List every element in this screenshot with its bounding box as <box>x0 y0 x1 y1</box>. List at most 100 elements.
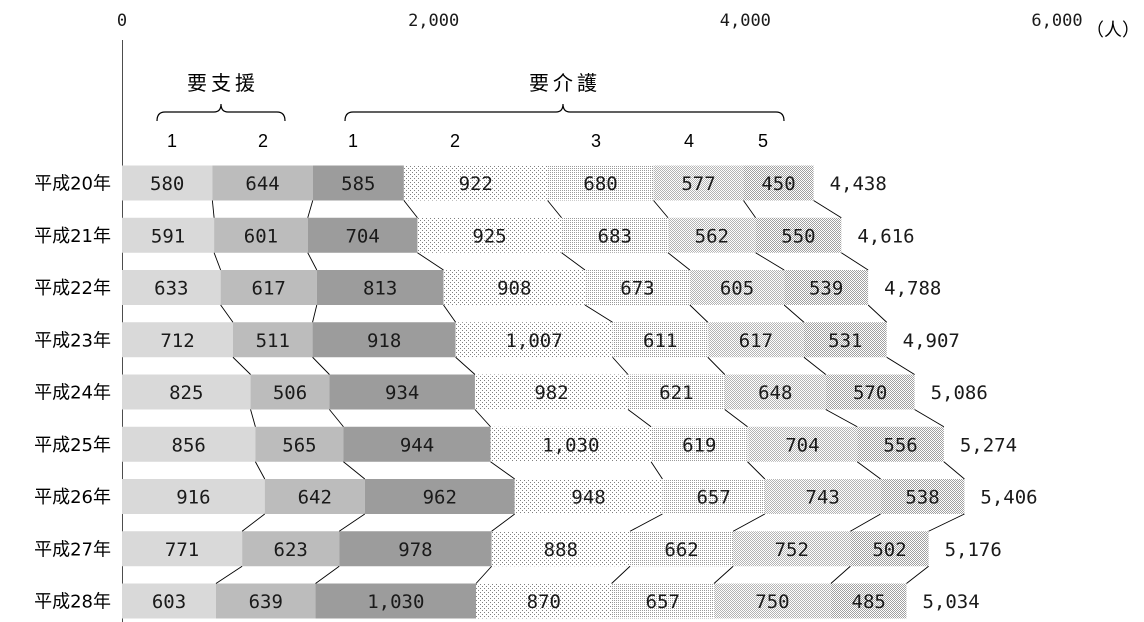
series-line-r1-b5 <box>654 201 668 218</box>
bar-value-label-r9-s7: 485 <box>852 591 886 613</box>
series-line-r4-b6 <box>804 357 826 374</box>
bar-total-label-r2: 4,616 <box>857 225 914 247</box>
series-line-r1-b1 <box>212 201 214 218</box>
row-label-6: 平成25年 <box>34 435 111 456</box>
series-line-r8-b7 <box>906 566 928 583</box>
series-line-r2-b4 <box>562 253 585 270</box>
bar-value-label-r4-s4: 1,007 <box>505 330 562 352</box>
bar-value-label-r7-s1: 916 <box>176 487 210 509</box>
bar-value-label-r6-s5: 619 <box>682 434 716 456</box>
bar-value-label-r9-s4: 870 <box>527 591 561 613</box>
series-line-r5-b4 <box>628 410 651 427</box>
row-label-1: 平成20年 <box>34 174 111 195</box>
series-line-r5-b6 <box>826 410 857 427</box>
series-line-r8-b3 <box>476 566 492 583</box>
bar-value-label-r7-s6: 743 <box>806 487 840 509</box>
series-line-r1-b2 <box>308 201 313 218</box>
bar-value-label-r3-s6: 605 <box>720 278 754 300</box>
series-line-r3-b1 <box>221 305 233 322</box>
series-line-r8-b5 <box>714 566 733 583</box>
series-line-r4-b1 <box>233 357 251 374</box>
series-line-r2-b3 <box>417 253 443 270</box>
bar-value-label-r4-s1: 712 <box>160 330 194 352</box>
series-line-r6-b1 <box>255 462 264 479</box>
series-line-r1-b6 <box>743 201 755 218</box>
series-line-r2-b6 <box>756 253 785 270</box>
bar-value-label-r5-s5: 621 <box>659 382 693 404</box>
bar-value-label-r7-s5: 657 <box>696 487 730 509</box>
bar-value-label-r5-s7: 570 <box>853 382 887 404</box>
group-bracket-shien <box>157 104 285 121</box>
bar-total-label-r7: 5,406 <box>980 487 1037 509</box>
series-name-kaigo-3: 3 <box>591 131 601 151</box>
series-line-r3-b6 <box>784 305 804 322</box>
bar-value-label-r4-s7: 531 <box>828 330 862 352</box>
bar-value-label-r1-s3: 585 <box>341 173 375 195</box>
series-line-r5-b3 <box>475 410 491 427</box>
bar-value-label-r7-s2: 642 <box>298 487 332 509</box>
series-name-kaigo-1: 1 <box>348 131 358 151</box>
bar-value-label-r5-s1: 825 <box>169 382 203 404</box>
series-line-r3-b5 <box>690 305 708 322</box>
series-line-r2-b7 <box>841 253 868 270</box>
series-line-r2-b2 <box>308 253 317 270</box>
bar-value-label-r3-s2: 617 <box>252 278 286 300</box>
x-tick-label-1: 0 <box>117 11 127 31</box>
bar-value-label-r2-s2: 601 <box>244 225 278 247</box>
series-line-r6-b7 <box>944 462 965 479</box>
bar-value-label-r2-s6: 562 <box>695 225 729 247</box>
bar-value-label-r8-s3: 978 <box>398 539 432 561</box>
bar-value-label-r2-s7: 550 <box>781 225 815 247</box>
series-line-r8-b2 <box>316 566 340 583</box>
bar-value-label-r2-s5: 683 <box>598 225 632 247</box>
row-label-8: 平成27年 <box>34 539 111 560</box>
row-label-9: 平成28年 <box>34 592 111 613</box>
series-line-r7-b2 <box>339 514 365 531</box>
series-line-r1-b4 <box>548 201 562 218</box>
x-tick-label-2: 2,000 <box>408 11 459 31</box>
bar-value-label-r3-s7: 539 <box>809 278 843 300</box>
bar-total-label-r1: 4,438 <box>830 173 887 195</box>
series-name-shien-2: 2 <box>258 131 268 151</box>
series-line-r8-b1 <box>216 566 242 583</box>
x-tick-label-3: 4,000 <box>720 11 771 31</box>
series-line-r7-b1 <box>242 514 265 531</box>
bar-value-label-r1-s6: 577 <box>681 173 715 195</box>
bar-value-label-r4-s3: 918 <box>367 330 401 352</box>
bar-value-label-r2-s1: 591 <box>151 225 185 247</box>
series-name-kaigo-5: 5 <box>758 131 768 151</box>
series-line-r3-b2 <box>313 305 317 322</box>
bar-value-label-r9-s3: 1,030 <box>367 591 424 613</box>
bar-value-label-r5-s6: 648 <box>758 382 792 404</box>
series-line-r4-b2 <box>313 357 330 374</box>
bar-value-label-r8-s7: 502 <box>872 539 906 561</box>
bar-value-label-r6-s2: 565 <box>282 434 316 456</box>
bar-value-label-r5-s2: 506 <box>273 382 307 404</box>
series-line-r7-b7 <box>929 514 965 531</box>
bar-value-label-r4-s6: 617 <box>739 330 773 352</box>
series-line-r6-b3 <box>491 462 515 479</box>
bar-value-label-r3-s3: 813 <box>363 278 397 300</box>
bar-value-label-r7-s4: 948 <box>571 487 605 509</box>
bar-value-label-r8-s4: 888 <box>544 539 578 561</box>
bar-value-label-r8-s2: 623 <box>274 539 308 561</box>
bar-value-label-r9-s6: 750 <box>755 591 789 613</box>
series-name-kaigo-4: 4 <box>684 131 694 151</box>
series-line-r7-b6 <box>850 514 880 531</box>
series-line-r7-b4 <box>630 514 662 531</box>
bar-value-label-r6-s3: 944 <box>400 434 434 456</box>
group-bracket-kaigo <box>345 104 784 121</box>
series-line-r6-b2 <box>343 462 364 479</box>
bar-value-label-r1-s4: 922 <box>459 173 493 195</box>
bar-total-label-r5: 5,086 <box>931 382 988 404</box>
series-line-r2-b1 <box>214 253 221 270</box>
bar-value-label-r6-s1: 856 <box>172 434 206 456</box>
series-line-r5-b7 <box>915 410 944 427</box>
bar-value-label-r1-s5: 680 <box>583 173 617 195</box>
group-label-shien: 要支援 <box>187 71 259 95</box>
bar-value-label-r9-s5: 657 <box>646 591 680 613</box>
series-line-r1-b3 <box>404 201 418 218</box>
bar-value-label-r5-s3: 934 <box>385 382 419 404</box>
bar-total-label-r4: 4,907 <box>903 330 960 352</box>
